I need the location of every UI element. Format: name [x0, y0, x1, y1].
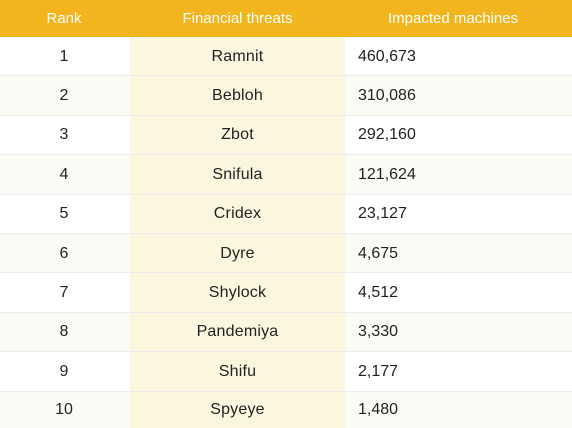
rank-cell: 3	[59, 126, 69, 144]
impacted-machines-cell: 3,330	[358, 323, 399, 341]
rank-cell: 1	[59, 47, 69, 65]
threat-name-cell: Cridex	[213, 205, 262, 223]
rank-cell: 4	[59, 165, 69, 183]
impacted-machines-cell: 4,512	[358, 284, 399, 302]
impacted-machines-cell: 23,127	[358, 205, 407, 223]
impacted-machines-cell: 310,086	[358, 87, 416, 105]
column-header-rank: Rank	[46, 10, 82, 27]
rank-cell: 2	[59, 87, 69, 105]
rank-cell: 7	[59, 284, 69, 302]
table-row: 10 Spyeye 1,480	[0, 391, 572, 428]
impacted-machines-cell: 292,160	[358, 126, 416, 144]
table-row: 7 Shylock 4,512	[0, 273, 572, 313]
table-header: Rank Financial threats Impacted machines	[0, 0, 572, 37]
table-row: 4 Snifula 121,624	[0, 155, 572, 195]
impacted-machines-cell: 1,480	[358, 400, 399, 418]
impacted-machines-cell: 2,177	[358, 362, 399, 380]
table-row: 5 Cridex 23,127	[0, 194, 572, 234]
rank-cell: 6	[59, 244, 69, 262]
threat-name-cell: Ramnit	[211, 47, 264, 65]
rank-cell: 9	[59, 362, 69, 380]
threat-name-cell: Spyeye	[210, 400, 265, 418]
rank-cell: 8	[59, 323, 69, 341]
table-row: 3 Zbot 292,160	[0, 115, 572, 156]
column-header-financial-threats: Financial threats	[182, 10, 293, 27]
threat-name-cell: Zbot	[221, 126, 254, 144]
threat-name-cell: Dyre	[220, 244, 255, 262]
column-header-impacted-machines: Impacted machines	[388, 10, 519, 27]
threat-name-cell: Shylock	[208, 284, 267, 302]
threat-name-cell: Shifu	[218, 362, 257, 380]
rank-cell: 5	[59, 205, 69, 223]
table-row: 6 Dyre 4,675	[0, 234, 572, 274]
table-row: 9 Shifu 2,177	[0, 352, 572, 392]
rank-cell: 10	[55, 400, 73, 418]
table-row: 2 Bebloh 310,086	[0, 76, 572, 116]
threat-name-cell: Snifula	[212, 165, 263, 183]
threat-name-cell: Bebloh	[211, 87, 264, 105]
table-row: 1 Ramnit 460,673	[0, 37, 572, 77]
table-row: 8 Pandemiya 3,330	[0, 312, 572, 353]
threat-name-cell: Pandemiya	[196, 323, 279, 341]
impacted-machines-cell: 121,624	[358, 165, 416, 183]
impacted-machines-cell: 460,673	[358, 47, 416, 65]
impacted-machines-cell: 4,675	[358, 244, 399, 262]
